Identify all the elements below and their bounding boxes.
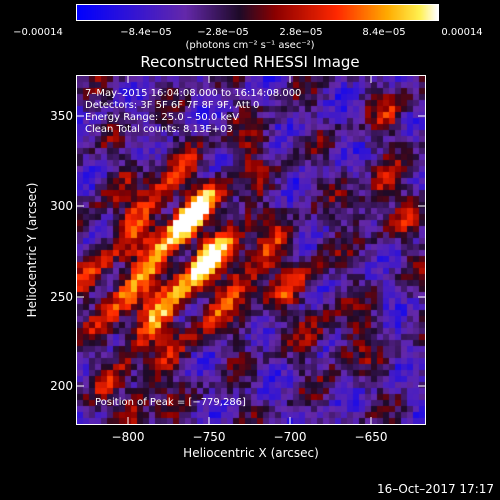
x-axis-label: Heliocentric X (arcsec) (183, 446, 319, 460)
y-tick-label: 350 (50, 109, 73, 123)
x-tick-label: −650 (354, 430, 388, 444)
peak-position-text: Position of Peak = [−779,286] (95, 397, 246, 408)
colorbar (76, 4, 439, 21)
clean-counts-text: Clean Total counts: 8.13E+03 (85, 124, 233, 135)
x-tick-label: −800 (111, 430, 145, 444)
image-title: Reconstructed RHESSI Image (140, 53, 360, 71)
colorbar-tick-label: −8.4e−05 (120, 27, 172, 38)
axis-ticks (76, 75, 426, 425)
y-axis-label: Heliocentric Y (arcsec) (25, 182, 39, 318)
colorbar-tick-label: 0.00014 (441, 27, 483, 38)
colorbar-units: (photons cm⁻² s⁻¹ asec⁻²) (185, 40, 315, 51)
energy-range-text: Energy Range: 25.0 – 50.0 keV (85, 112, 239, 123)
colorbar-tick-label: −0.00014 (13, 27, 63, 38)
time-range-text: 7–May–2015 16:04:08.000 to 16:14:08.000 (85, 88, 302, 99)
detectors-text: Detectors: 3F 5F 6F 7F 8F 9F, Att 0 (85, 100, 260, 111)
y-tick-label: 200 (50, 379, 73, 393)
colorbar-tick-label: 2.8e−05 (279, 27, 323, 38)
colorbar-tick-label: 8.4e−05 (362, 27, 406, 38)
y-tick-label: 300 (50, 199, 73, 213)
colorbar-tick-label: −2.8e−05 (197, 27, 249, 38)
y-tick-label: 250 (50, 290, 73, 304)
footer-date: 16–Oct–2017 17:17 (377, 482, 494, 496)
x-tick-label: −700 (273, 430, 307, 444)
x-tick-label: −750 (192, 430, 226, 444)
rhessi-image (76, 75, 426, 425)
